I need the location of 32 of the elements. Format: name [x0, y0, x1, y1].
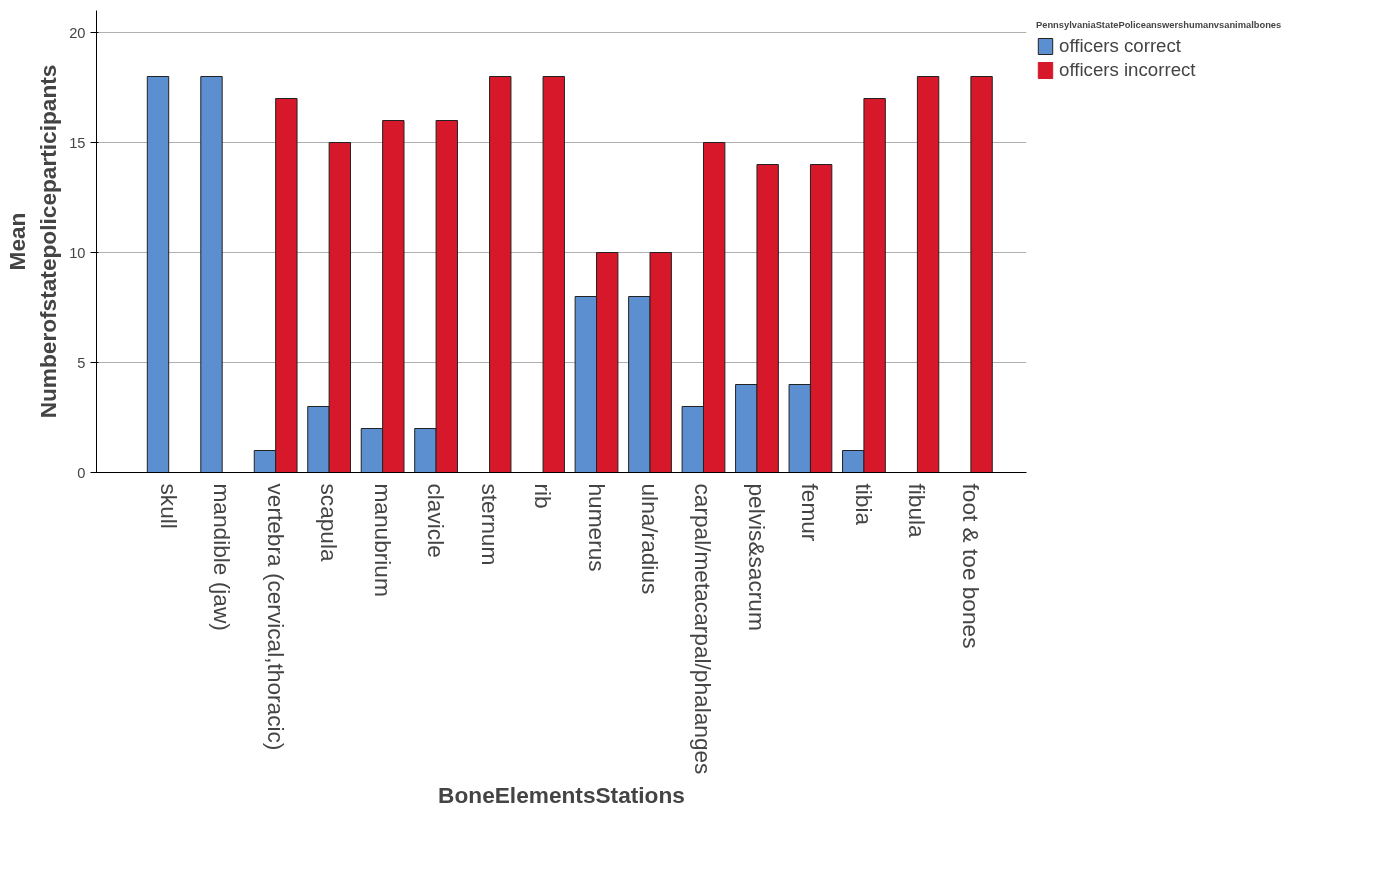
y-tick-label: 15 [69, 134, 86, 151]
y-tick-label: 20 [69, 24, 86, 41]
legend-title: PennsylvaniaStatePoliceanswershumanvsanimalbones [1036, 20, 1282, 30]
legend-label: officers incorrect [1059, 59, 1196, 81]
x-tick-label: scapula [316, 483, 343, 562]
y-tick-label: 5 [77, 354, 86, 371]
x-tick-label: carpal/metacarpal/phalanges [690, 483, 717, 775]
x-tick-label: sternum [476, 483, 503, 566]
bar [916, 76, 940, 473]
x-tick-label: fibula [904, 483, 931, 539]
legend-label: officers correct [1059, 35, 1181, 57]
bar [489, 76, 512, 473]
x-tick-label: rib [530, 483, 557, 509]
y-axis-title: Mean Numberofstatepoliceparticipants [4, 64, 62, 419]
bar [146, 76, 170, 473]
x-axis-title: BoneElementsStations [438, 782, 685, 809]
x-tick-label: manubrium [369, 483, 396, 597]
bar [542, 76, 565, 473]
x-tick-label: humerus [583, 483, 610, 572]
x-tick-label: vertebra (cervical,thoracic) [262, 483, 289, 751]
y-tick-label: 10 [69, 244, 86, 261]
x-tick-label: clavicle [423, 483, 450, 558]
x-tick-label: femur [797, 483, 824, 542]
x-tick-label: tibia [850, 483, 877, 526]
y-tick-label: 0 [77, 464, 86, 481]
bar [970, 76, 993, 473]
x-tick-label: foot & toe bones [957, 483, 984, 649]
x-tick-label: skull [155, 483, 182, 529]
x-tick-label: pelvis&sacrum [743, 483, 770, 631]
x-tick-label: ulna/radius [637, 483, 664, 595]
x-tick-label: mandible (jaw) [209, 483, 236, 631]
bar [200, 76, 223, 473]
